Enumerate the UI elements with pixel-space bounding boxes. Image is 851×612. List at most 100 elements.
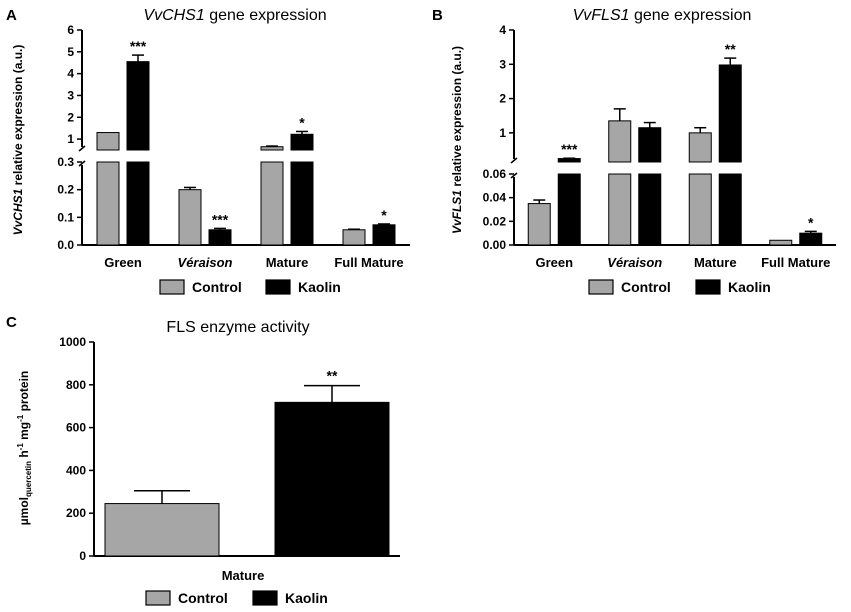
chart-a-bar-control bbox=[260, 161, 284, 246]
chart-b-ytick-label: 0.02 bbox=[483, 214, 507, 228]
chart-b-significance-mark: * bbox=[808, 214, 814, 230]
panel-label-c: C bbox=[6, 314, 17, 331]
chart-b-category-label: Full Mature bbox=[761, 255, 830, 270]
chart-c-ytick-label: 400 bbox=[66, 463, 86, 477]
chart-b: 0.00 0.02 0.04 0.06 1 2 3 4 Green Véraison Mature F… bbox=[483, 23, 836, 270]
panel-label-b: B bbox=[432, 7, 443, 24]
chart-b-ytick-label: 0.06 bbox=[483, 167, 507, 181]
chart-c-ytick-label: 200 bbox=[66, 506, 86, 520]
chart-b-bar-kaolin-upper bbox=[557, 158, 581, 163]
chart-b-bar-control bbox=[608, 173, 632, 246]
chart-b-category-label: Green bbox=[535, 255, 573, 270]
chart-b-bar-control-upper bbox=[688, 132, 712, 163]
chart-a-bar-kaolin bbox=[290, 161, 314, 246]
chart-a-category-label: Green bbox=[104, 255, 142, 270]
chart-a-bar-control-upper bbox=[96, 132, 120, 151]
chart-a-ytick-label: 3 bbox=[67, 88, 74, 102]
legend-a: Control Kaolin bbox=[159, 279, 341, 295]
chart-a-bar-control-upper bbox=[260, 146, 284, 151]
chart-a-ytick-label: 6 bbox=[67, 23, 74, 37]
chart-c-ytick-label: 1000 bbox=[59, 335, 86, 349]
chart-a-ytick-label: 0.3 bbox=[57, 155, 74, 169]
chart-b-ytick-label: 4 bbox=[499, 23, 506, 37]
chart-a-significance-mark: * bbox=[381, 207, 387, 223]
chart-b-bar-kaolin-upper bbox=[638, 127, 662, 163]
chart-b-ytick-label: 3 bbox=[499, 57, 506, 71]
legend-b-control-label: Control bbox=[621, 279, 671, 295]
chart-c-ytick-label: 600 bbox=[66, 421, 86, 435]
chart-c-title: FLS enzyme activity bbox=[166, 319, 309, 336]
legend-b-kaolin-label: Kaolin bbox=[728, 279, 771, 295]
chart-b-bar-kaolin bbox=[799, 232, 823, 246]
chart-b-axis-break-mark bbox=[510, 157, 518, 164]
chart-b-bar-kaolin-upper bbox=[718, 64, 742, 163]
chart-b-axis-break-mark bbox=[510, 172, 518, 179]
chart-a-ytick-label: 0.0 bbox=[57, 238, 74, 252]
chart-a-category-label: Full Mature bbox=[334, 255, 403, 270]
chart-a-axis-break-mark bbox=[78, 145, 86, 152]
chart-b-ytick-label: 2 bbox=[499, 92, 506, 106]
chart-b-ytick-label: 1 bbox=[499, 126, 506, 140]
chart-b-bar-control bbox=[527, 203, 551, 246]
chart-c-bar-kaolin bbox=[274, 401, 390, 557]
chart-a-title: VvCHS1 gene expression bbox=[143, 7, 326, 24]
legend-c-kaolin-label: Kaolin bbox=[285, 590, 328, 606]
legend-c-control-swatch bbox=[145, 590, 171, 606]
legend-b-control-swatch bbox=[588, 279, 614, 295]
legend-a-kaolin-label: Kaolin bbox=[298, 279, 341, 295]
chart-b-bar-kaolin bbox=[557, 173, 581, 246]
chart-a-significance-mark: * bbox=[299, 114, 305, 130]
chart-c-ytick-label: 0 bbox=[79, 549, 86, 563]
chart-b-bar-kaolin bbox=[638, 173, 662, 246]
chart-a-bar-kaolin-upper bbox=[290, 133, 314, 151]
legend-a-control-swatch bbox=[159, 279, 185, 295]
chart-a-bar-control bbox=[342, 229, 366, 246]
chart-a-ytick-label: 2 bbox=[67, 110, 74, 124]
chart-b-title: VvFLS1 gene expression bbox=[573, 7, 752, 24]
chart-a: 0.0 0.1 0.2 0.3 1 2 3 4 5 6 Green Véraison Mature Ful… bbox=[57, 23, 410, 270]
chart-c-bar-control bbox=[104, 503, 220, 557]
chart-b-bar-control bbox=[769, 239, 793, 246]
chart-a-ytick-label: 0.1 bbox=[57, 210, 74, 224]
chart-a-category-label: Véraison bbox=[178, 255, 233, 270]
chart-a-bar-kaolin bbox=[208, 229, 232, 246]
chart-a-ytick-label: 5 bbox=[67, 45, 74, 59]
chart-a-ytick-label: 4 bbox=[67, 67, 74, 81]
chart-a-bar-kaolin-upper bbox=[126, 61, 150, 151]
chart-a-axis-break-mark bbox=[78, 160, 86, 167]
legend-b-kaolin-swatch bbox=[695, 279, 721, 295]
chart-c-ylabel: µmolquercetin h-1 mg-1 protein bbox=[16, 371, 33, 526]
chart-c-significance-mark: ** bbox=[327, 368, 338, 384]
chart-a-bar-control bbox=[96, 161, 120, 246]
legend-a-control-label: Control bbox=[192, 279, 242, 295]
chart-b-category-label: Mature bbox=[694, 255, 737, 270]
chart-b-bar-control-upper bbox=[608, 120, 632, 163]
legend-c-kaolin-swatch bbox=[252, 590, 278, 606]
chart-a-bar-kaolin bbox=[372, 224, 396, 246]
chart-b-bar-kaolin bbox=[718, 173, 742, 246]
chart-a-ylabel: VvCHS1 relative expression (a.u.) bbox=[11, 45, 25, 236]
legend-c: Control Kaolin bbox=[145, 590, 328, 606]
panel-label-a: A bbox=[6, 7, 17, 24]
chart-b-ylabel: VvFLS1 relative expression (a.u.) bbox=[450, 46, 464, 234]
chart-a-significance-mark: *** bbox=[130, 38, 147, 54]
chart-b-significance-mark: *** bbox=[561, 141, 578, 157]
chart-a-bar-control bbox=[178, 189, 202, 246]
chart-c: 0 200 400 600 800 1000 ** Mature bbox=[59, 335, 400, 583]
chart-a-bar-kaolin bbox=[126, 161, 150, 246]
chart-a-category-label: Mature bbox=[266, 255, 309, 270]
chart-a-ytick-label: 0.2 bbox=[57, 183, 74, 197]
chart-b-significance-mark: ** bbox=[725, 41, 736, 57]
chart-b-category-label: Véraison bbox=[607, 255, 662, 270]
chart-c-ytick-label: 800 bbox=[66, 378, 86, 392]
legend-b: Control Kaolin bbox=[588, 279, 771, 295]
chart-a-significance-mark: *** bbox=[212, 211, 229, 227]
chart-a-ytick-label: 1 bbox=[67, 132, 74, 146]
chart-c-category-label: Mature bbox=[222, 568, 265, 583]
chart-b-bar-control bbox=[688, 173, 712, 246]
legend-c-control-label: Control bbox=[178, 590, 228, 606]
chart-b-ytick-label: 0.04 bbox=[483, 191, 507, 205]
chart-b-ytick-label: 0.00 bbox=[483, 238, 507, 252]
legend-a-kaolin-swatch bbox=[265, 279, 291, 295]
